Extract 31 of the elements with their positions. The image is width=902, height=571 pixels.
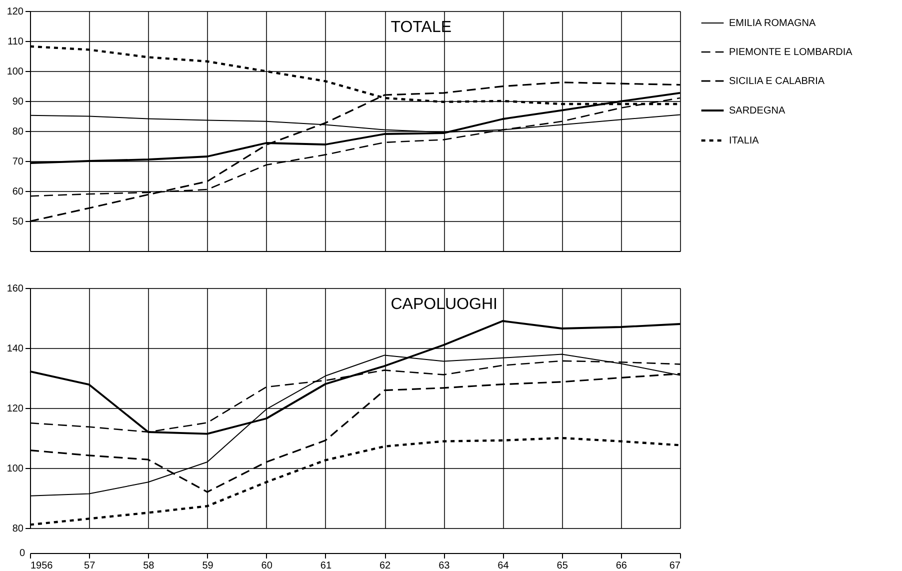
y-tick-label: 80 — [12, 524, 24, 534]
x-tick-label: 65 — [556, 560, 568, 571]
y-tick-label: 160 — [6, 284, 24, 294]
legend-label: EMILIA ROMAGNA — [729, 18, 816, 29]
y-tick-label: 140 — [6, 344, 24, 354]
y-tick-label: 50 — [12, 216, 24, 228]
y-tick-label: 80 — [12, 126, 24, 138]
y-tick-label: 120 — [6, 404, 24, 414]
x-tick-label: 58 — [143, 560, 155, 571]
legend-label: ITALIA — [729, 136, 760, 146]
x-tick-label: 64 — [498, 560, 510, 571]
x-tick-label: 61 — [320, 560, 332, 571]
x-tick-label: 59 — [202, 560, 214, 571]
x-tick-label: 63 — [438, 560, 450, 571]
x-tick-label: 1956 — [30, 560, 54, 571]
x-tick-label: 60 — [261, 560, 273, 571]
y-tick-label: 120 — [6, 6, 24, 18]
x-tick-label: 67 — [669, 560, 681, 571]
y-tick-label: 100 — [6, 66, 24, 78]
y-tick-label: 70 — [12, 156, 24, 168]
x-tick-label: 62 — [379, 560, 392, 571]
legend-label: SARDEGNA — [729, 106, 786, 116]
y-tick-label: 90 — [12, 96, 24, 108]
x-tick-label: 66 — [616, 560, 628, 571]
y-tick-label: 110 — [8, 36, 24, 48]
legend-label: PIEMONTE E LOMBARDIA — [729, 47, 853, 58]
y-tick-label: 60 — [12, 186, 24, 198]
legend-label: SICILIA E CALABRIA — [729, 76, 825, 87]
text: 0 — [19, 548, 26, 559]
x-tick-label: 57 — [84, 560, 96, 571]
y-tick-label: 100 — [6, 464, 24, 474]
